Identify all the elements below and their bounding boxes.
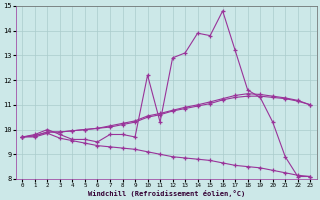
X-axis label: Windchill (Refroidissement éolien,°C): Windchill (Refroidissement éolien,°C)	[88, 190, 245, 197]
